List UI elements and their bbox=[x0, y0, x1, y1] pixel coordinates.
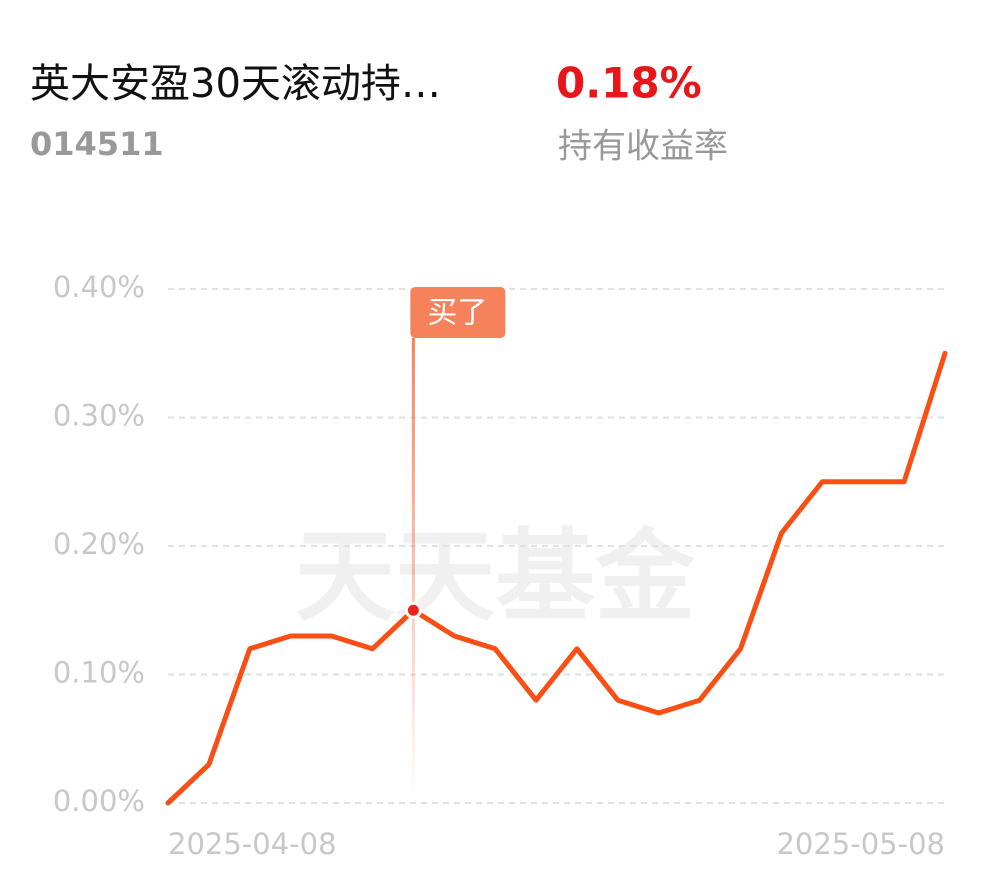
line-series bbox=[165, 350, 948, 806]
watermark: 天天基金 bbox=[295, 517, 696, 635]
y-tick-label: 0.40% bbox=[53, 270, 145, 304]
return-label: 持有收益率 bbox=[558, 127, 728, 167]
buy-marker-tag bbox=[410, 287, 506, 338]
buy-marker-line bbox=[411, 338, 415, 798]
buy-marker-label: 买了 bbox=[427, 296, 487, 331]
x-tick-label: 2025-04-08 bbox=[168, 827, 337, 861]
y-tick-label: 0.30% bbox=[53, 399, 145, 433]
x-tick-label: 2025-05-08 bbox=[776, 827, 945, 861]
y-tick-label: 0.20% bbox=[53, 527, 145, 561]
y-tick-label: 0.00% bbox=[53, 784, 145, 818]
fund-title[interactable]: 英大安盈30天滚动持… bbox=[30, 61, 441, 107]
fund-code: 014511 bbox=[30, 125, 164, 163]
buy-point bbox=[404, 601, 422, 619]
return-value: 0.18% bbox=[556, 59, 702, 108]
y-tick-label: 0.10% bbox=[53, 656, 145, 690]
